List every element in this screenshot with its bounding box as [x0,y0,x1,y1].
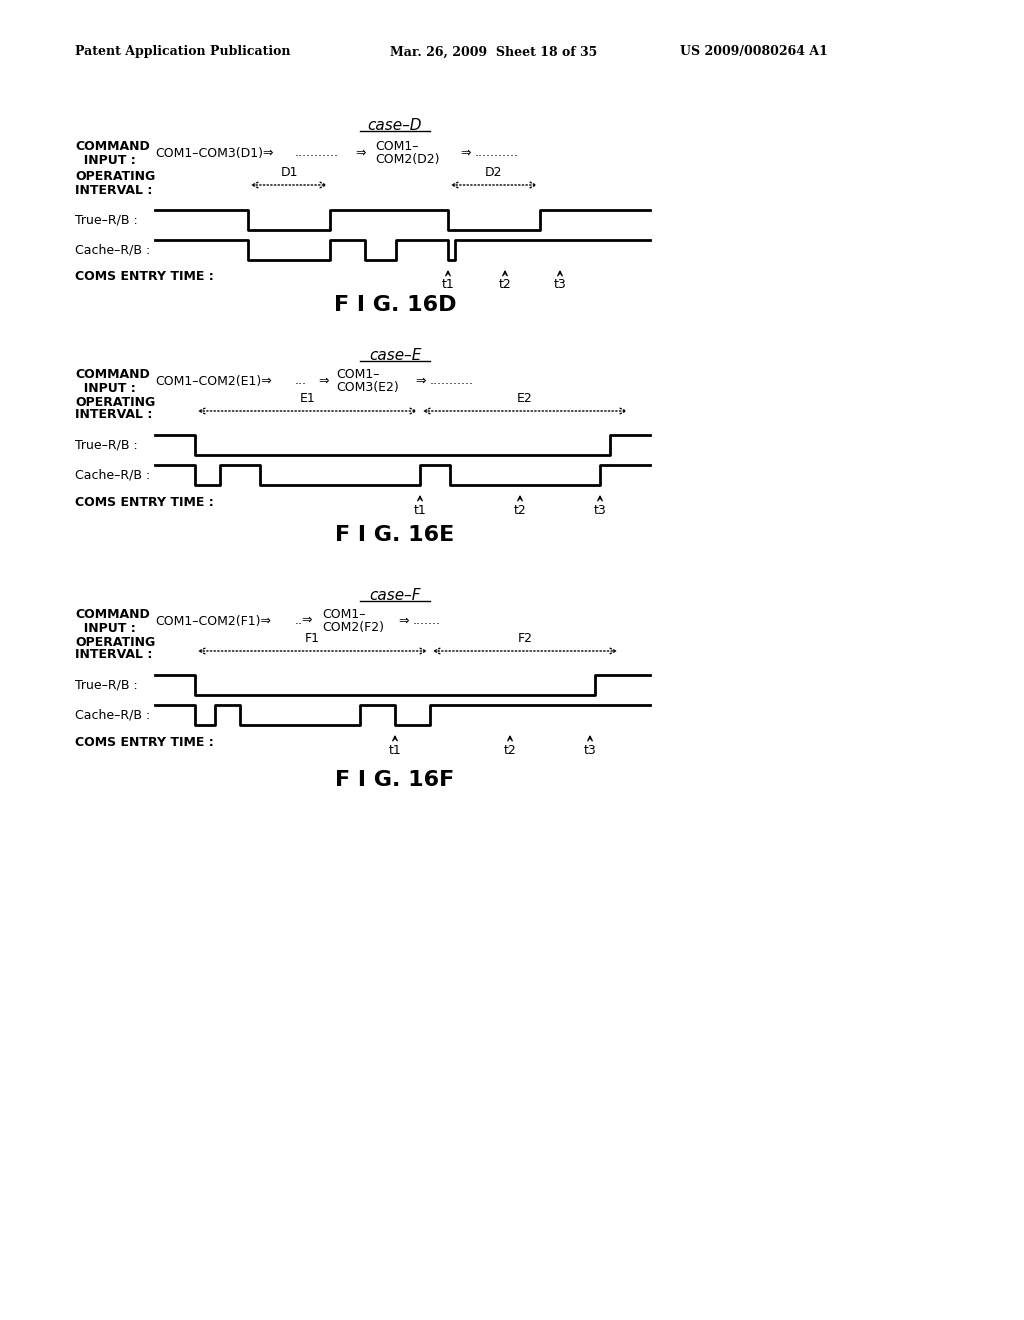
Text: D2: D2 [485,166,503,180]
Text: t2: t2 [499,279,511,292]
Text: COMMAND: COMMAND [75,609,150,622]
Text: True–R/B :: True–R/B : [75,214,138,227]
Text: t1: t1 [389,743,401,756]
Text: COM2(D2): COM2(D2) [375,153,439,166]
Text: OPERATING: OPERATING [75,396,156,409]
Text: t3: t3 [584,743,596,756]
Text: F1: F1 [305,632,319,645]
Text: COMMAND: COMMAND [75,140,150,153]
Text: ...........: ........... [430,375,474,388]
Text: Mar. 26, 2009  Sheet 18 of 35: Mar. 26, 2009 Sheet 18 of 35 [390,45,597,58]
Text: ⇒: ⇒ [318,375,329,388]
Text: INPUT :: INPUT : [75,381,136,395]
Text: ...: ... [295,375,307,388]
Text: COMMAND: COMMAND [75,368,150,381]
Text: ⇒: ⇒ [460,147,470,160]
Text: Patent Application Publication: Patent Application Publication [75,45,291,58]
Text: COM1–COM3(D1)⇒: COM1–COM3(D1)⇒ [155,147,273,160]
Text: ⇒: ⇒ [415,375,426,388]
Text: E1: E1 [300,392,315,405]
Text: INTERVAL :: INTERVAL : [75,648,153,661]
Text: Cache–R/B :: Cache–R/B : [75,469,151,482]
Text: COMS ENTRY TIME :: COMS ENTRY TIME : [75,495,214,508]
Text: t1: t1 [441,279,455,292]
Text: .......: ....... [413,615,441,627]
Text: INTERVAL :: INTERVAL : [75,408,153,421]
Text: COM1–COM2(F1)⇒: COM1–COM2(F1)⇒ [155,615,271,627]
Text: t3: t3 [594,503,606,516]
Text: COM2(F2): COM2(F2) [322,622,384,635]
Text: t2: t2 [514,503,526,516]
Text: case–E: case–E [369,347,421,363]
Text: INPUT :: INPUT : [75,622,136,635]
Text: t2: t2 [504,743,516,756]
Text: Cache–R/B :: Cache–R/B : [75,709,151,722]
Text: ⇒: ⇒ [355,147,366,160]
Text: t1: t1 [414,503,426,516]
Text: INTERVAL :: INTERVAL : [75,183,153,197]
Text: OPERATING: OPERATING [75,170,156,183]
Text: COM1–COM2(E1)⇒: COM1–COM2(E1)⇒ [155,375,271,388]
Text: True–R/B :: True–R/B : [75,438,138,451]
Text: COMS ENTRY TIME :: COMS ENTRY TIME : [75,271,214,284]
Text: ...........: ........... [295,147,339,160]
Text: E2: E2 [517,392,532,405]
Text: US 2009/0080264 A1: US 2009/0080264 A1 [680,45,827,58]
Text: Cache–R/B :: Cache–R/B : [75,243,151,256]
Text: COM1–: COM1– [322,609,366,622]
Text: case–D: case–D [368,117,422,132]
Text: F2: F2 [517,632,532,645]
Text: COM1–: COM1– [375,140,419,153]
Text: D1: D1 [281,166,298,180]
Text: ..⇒: ..⇒ [295,615,313,627]
Text: OPERATING: OPERATING [75,636,156,649]
Text: t3: t3 [554,279,566,292]
Text: COM1–: COM1– [336,368,380,381]
Text: COMS ENTRY TIME :: COMS ENTRY TIME : [75,735,214,748]
Text: F I G. 16F: F I G. 16F [336,770,455,789]
Text: case–F: case–F [370,587,421,602]
Text: COM3(E2): COM3(E2) [336,381,398,395]
Text: INPUT :: INPUT : [75,153,136,166]
Text: ⇒: ⇒ [398,615,409,627]
Text: F I G. 16E: F I G. 16E [336,525,455,545]
Text: ...........: ........... [475,147,519,160]
Text: F I G. 16D: F I G. 16D [334,294,457,315]
Text: True–R/B :: True–R/B : [75,678,138,692]
